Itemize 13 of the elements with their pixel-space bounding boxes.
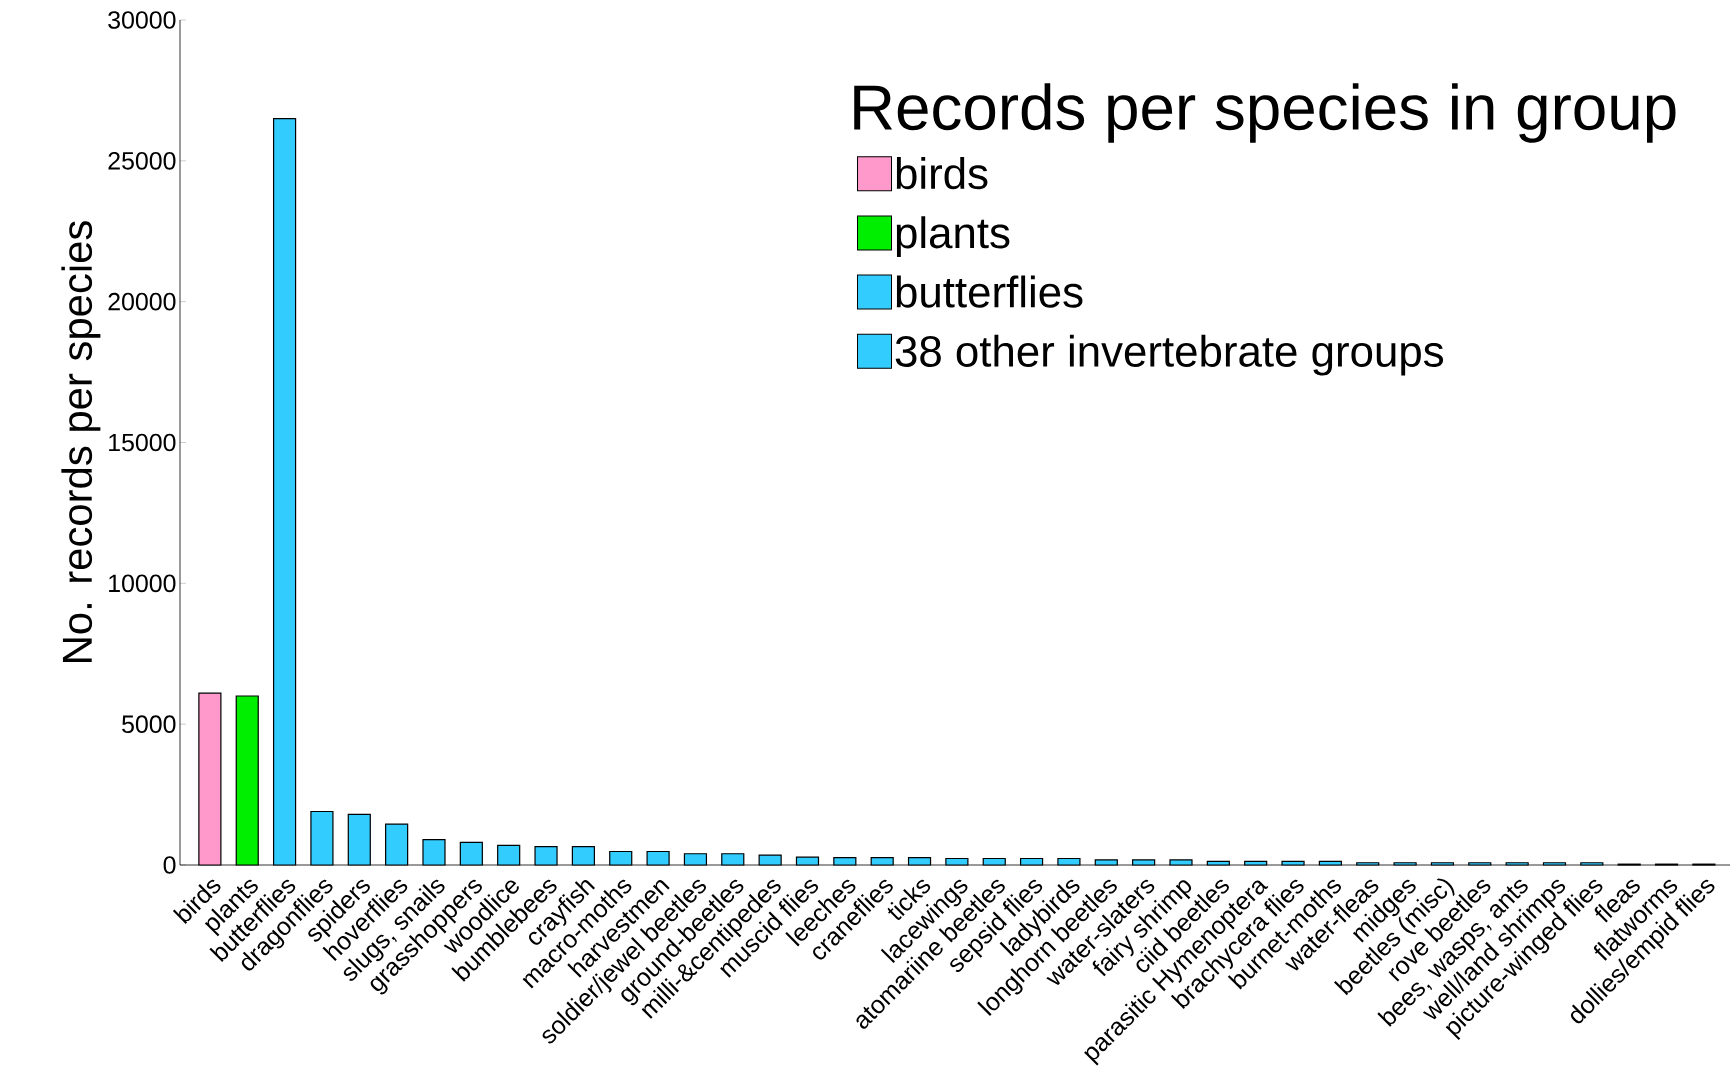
legend-label: butterflies — [896, 275, 1083, 308]
legend-label: birds — [896, 157, 988, 190]
y-tick-label: 15000 — [109, 433, 176, 452]
y-axis-title: No. records per species — [61, 221, 101, 662]
y-tick-label: 10000 — [109, 574, 176, 593]
y-tick-label: 20000 — [108, 292, 176, 311]
y-tick-label: 5000 — [122, 715, 176, 733]
legend-label: plants — [896, 216, 1010, 258]
legend-label: 38 other invertebrate groups — [895, 334, 1444, 376]
y-tick-label: 0 — [163, 856, 176, 874]
legend-title: Records per species in group — [854, 83, 1676, 143]
y-tick-label: 30000 — [108, 11, 176, 29]
y-tick-label: 25000 — [108, 152, 176, 170]
